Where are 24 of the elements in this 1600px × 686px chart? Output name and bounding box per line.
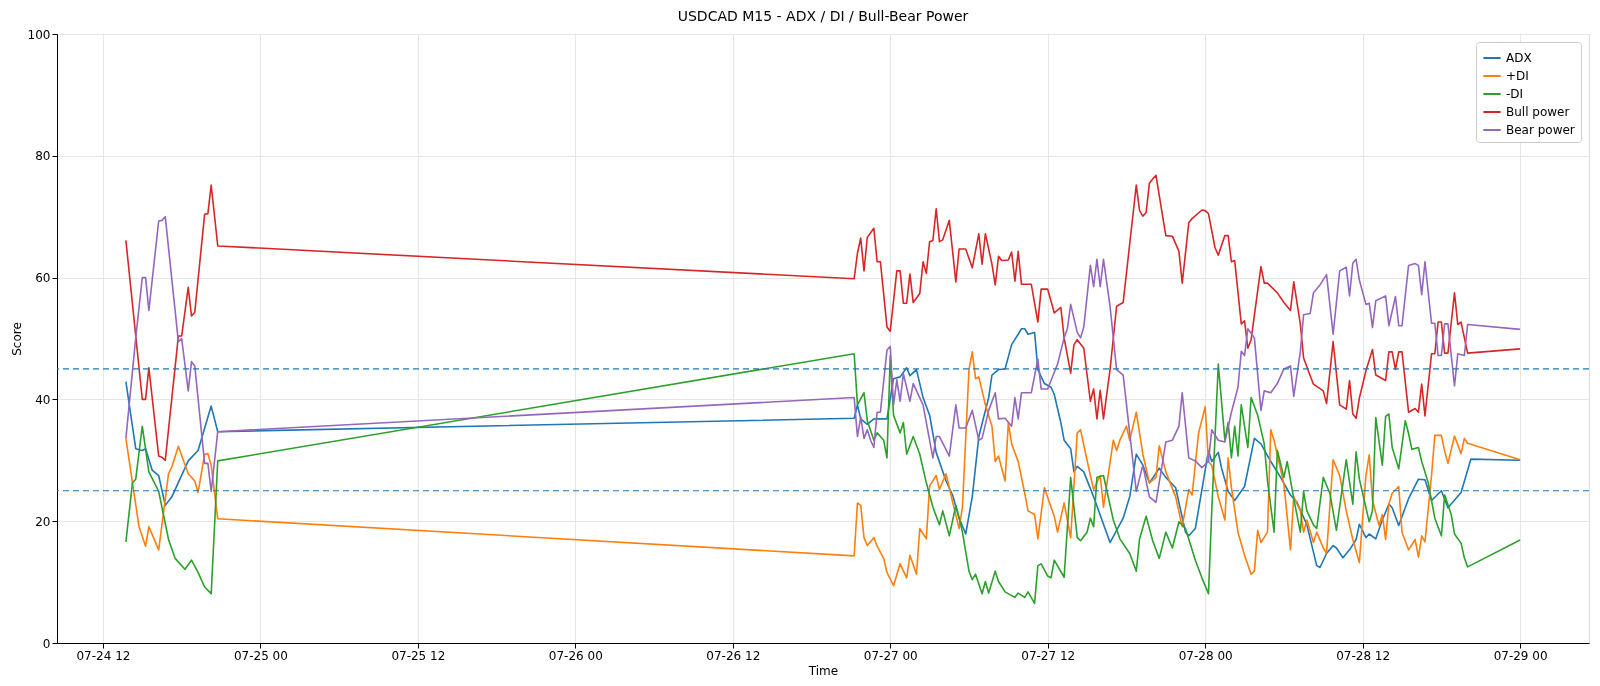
x-tick-label: 07-26 00: [548, 648, 603, 663]
y-tick-label: 0: [42, 636, 51, 651]
legend-label: ADX: [1506, 51, 1532, 65]
x-tick-label: 07-26 12: [706, 648, 761, 663]
x-tick-label: 07-28 00: [1178, 648, 1233, 663]
x-tick-label: 07-27 00: [863, 648, 918, 663]
y-tick-label: 40: [35, 392, 51, 407]
y-tick-label: 20: [35, 514, 51, 529]
x-tick-label: 07-25 12: [391, 648, 446, 663]
legend-label: -DI: [1506, 87, 1524, 101]
y-tick-label: 80: [35, 149, 51, 164]
legend-label: Bull power: [1506, 105, 1570, 119]
y-tick-label: 60: [35, 271, 51, 286]
y-tick-label: 100: [27, 27, 51, 42]
legend-label: Bear power: [1506, 123, 1575, 137]
x-tick-label: 07-28 12: [1336, 648, 1391, 663]
legend-label: +DI: [1506, 69, 1529, 83]
y-axis-title: Score: [9, 322, 24, 356]
chart-title: USDCAD M15 - ADX / DI / Bull-Bear Power: [677, 8, 969, 24]
x-axis-title: Time: [807, 663, 839, 678]
x-tick-label: 07-25 00: [233, 648, 288, 663]
x-tick-label: 07-27 12: [1021, 648, 1076, 663]
x-tick-label: 07-24 12: [76, 648, 131, 663]
x-tick-label: 07-29 00: [1493, 648, 1548, 663]
